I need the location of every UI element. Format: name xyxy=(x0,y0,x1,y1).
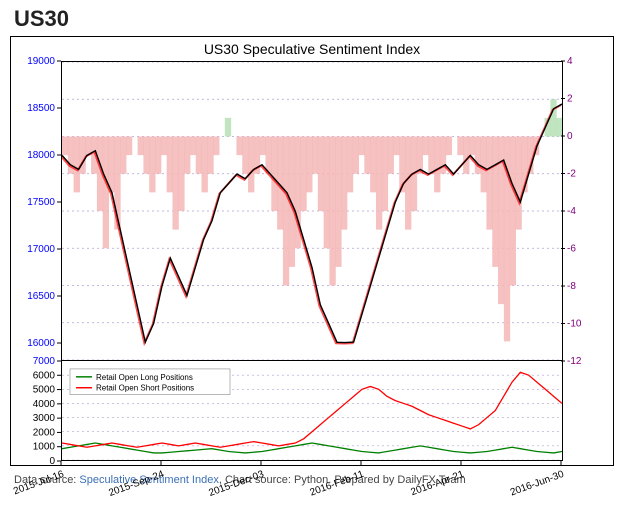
footer-link[interactable]: Speculative Sentiment Index xyxy=(79,474,218,486)
plot-stack: Retail Open Long Positions Retail Open Sh… xyxy=(61,61,563,461)
svg-text:3000: 3000 xyxy=(33,413,56,424)
bottom-plot: Retail Open Long Positions Retail Open Sh… xyxy=(61,361,563,461)
svg-text:5000: 5000 xyxy=(33,385,56,396)
svg-text:1000: 1000 xyxy=(33,442,56,453)
svg-text:17500: 17500 xyxy=(27,197,55,208)
svg-text:18000: 18000 xyxy=(27,150,55,161)
svg-text:16500: 16500 xyxy=(27,291,55,302)
svg-text:16000: 16000 xyxy=(27,338,55,349)
svg-text:6000: 6000 xyxy=(33,370,56,381)
svg-text:0: 0 xyxy=(567,131,573,142)
footer-text: Data source: Speculative Sentiment Index… xyxy=(0,466,624,486)
svg-text:Retail Open Long Positions: Retail Open Long Positions xyxy=(96,373,193,382)
svg-text:0: 0 xyxy=(49,456,55,467)
svg-text:4000: 4000 xyxy=(33,399,56,410)
svg-text:4: 4 xyxy=(567,57,573,67)
top-plot xyxy=(61,61,563,361)
chart-title: US30 Speculative Sentiment Index xyxy=(11,37,613,57)
svg-text:-2: -2 xyxy=(567,169,576,180)
page-title: US30 xyxy=(0,0,624,36)
bottom-chart-svg: Retail Open Long Positions Retail Open Sh… xyxy=(62,361,562,460)
svg-text:2: 2 xyxy=(567,94,573,105)
svg-text:18500: 18500 xyxy=(27,103,55,114)
footer-prefix: Data source: xyxy=(14,474,79,486)
svg-text:-10: -10 xyxy=(567,319,582,330)
footer-suffix: , Chart source: Python. Prepared by Dail… xyxy=(219,474,466,486)
svg-text:-8: -8 xyxy=(567,281,576,292)
svg-text:-12: -12 xyxy=(567,356,582,367)
svg-text:19000: 19000 xyxy=(27,57,55,67)
svg-text:-6: -6 xyxy=(567,244,576,255)
svg-text:7000: 7000 xyxy=(33,356,56,367)
chart-frame: US30 Speculative Sentiment Index Retail … xyxy=(10,36,614,466)
top-chart-svg xyxy=(62,62,562,360)
svg-text:17000: 17000 xyxy=(27,244,55,255)
svg-text:-4: -4 xyxy=(567,206,576,217)
svg-text:Retail Open Short Positions: Retail Open Short Positions xyxy=(96,384,194,393)
svg-text:2000: 2000 xyxy=(33,427,56,438)
